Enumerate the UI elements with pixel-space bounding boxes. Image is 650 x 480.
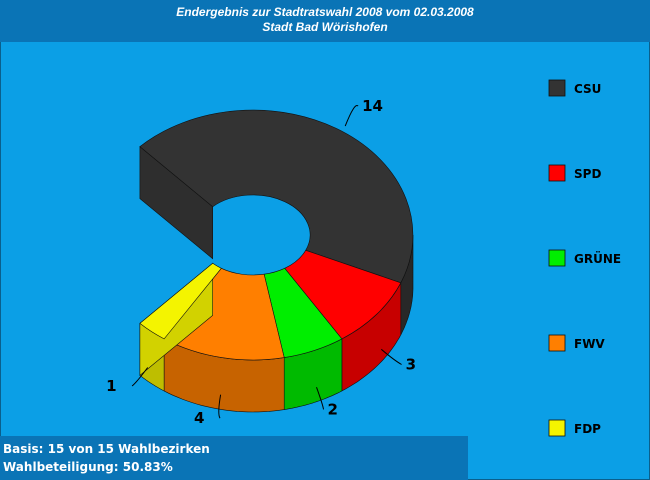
- data-label-spd: 3: [406, 356, 416, 374]
- data-label-csu: 14: [362, 97, 383, 115]
- legend-item-fdp: FDP: [548, 419, 601, 437]
- leader-line-grune: [316, 387, 324, 410]
- legend-item-csu: CSU: [548, 79, 601, 97]
- slice-top-fdp: [139, 262, 222, 340]
- chart-footer: Basis: 15 von 15 Wahlbezirken Wahlbeteil…: [0, 436, 468, 480]
- data-label-grune: 2: [328, 400, 338, 418]
- slice-fdp: [139, 262, 222, 392]
- slice-top-csu: [139, 109, 414, 284]
- data-label-fwv: 4: [194, 409, 204, 427]
- legend-item-grune: GRÜNE: [548, 249, 621, 267]
- slice-csu: [139, 109, 414, 335]
- chart-title: Endergebnis zur Stadtratswahl 2008 vom 0…: [176, 5, 474, 19]
- legend-swatch-csu: [548, 79, 566, 97]
- legend-label-grune: GRÜNE: [574, 251, 621, 266]
- leader-line-fwv: [218, 394, 222, 419]
- legend-label-fwv: FWV: [574, 337, 605, 351]
- legend-item-spd: SPD: [548, 164, 601, 182]
- legend-label-spd: SPD: [574, 167, 601, 181]
- legend-item-fwv: FWV: [548, 334, 605, 352]
- turnout-text: Wahlbeteiligung: 50.83%: [3, 460, 173, 474]
- legend-swatch-spd: [548, 164, 566, 182]
- legend-label-fdp: FDP: [574, 422, 601, 436]
- legend-label-csu: CSU: [574, 82, 601, 96]
- legend-swatch-grune: [548, 249, 566, 267]
- legend-swatch-fwv: [548, 334, 566, 352]
- basis-text: Basis: 15 von 15 Wahlbezirken: [3, 442, 210, 456]
- chart-header: Endergebnis zur Stadtratswahl 2008 vom 0…: [0, 0, 650, 42]
- leader-line-csu: [344, 105, 359, 127]
- chart-data-labels: 14 3 2 4 1: [106, 97, 416, 427]
- leader-line-spd: [380, 348, 402, 365]
- legend-swatch-fdp: [548, 419, 566, 437]
- chart-slices: [139, 109, 414, 413]
- chart-legend: CSU SPD GRÜNE FWV FDP: [548, 79, 621, 437]
- leader-line-fdp: [131, 367, 149, 387]
- slice-fwv: [163, 267, 285, 413]
- chart-subtitle: Stadt Bad Wörishofen: [262, 20, 388, 34]
- data-label-fdp: 1: [106, 377, 116, 395]
